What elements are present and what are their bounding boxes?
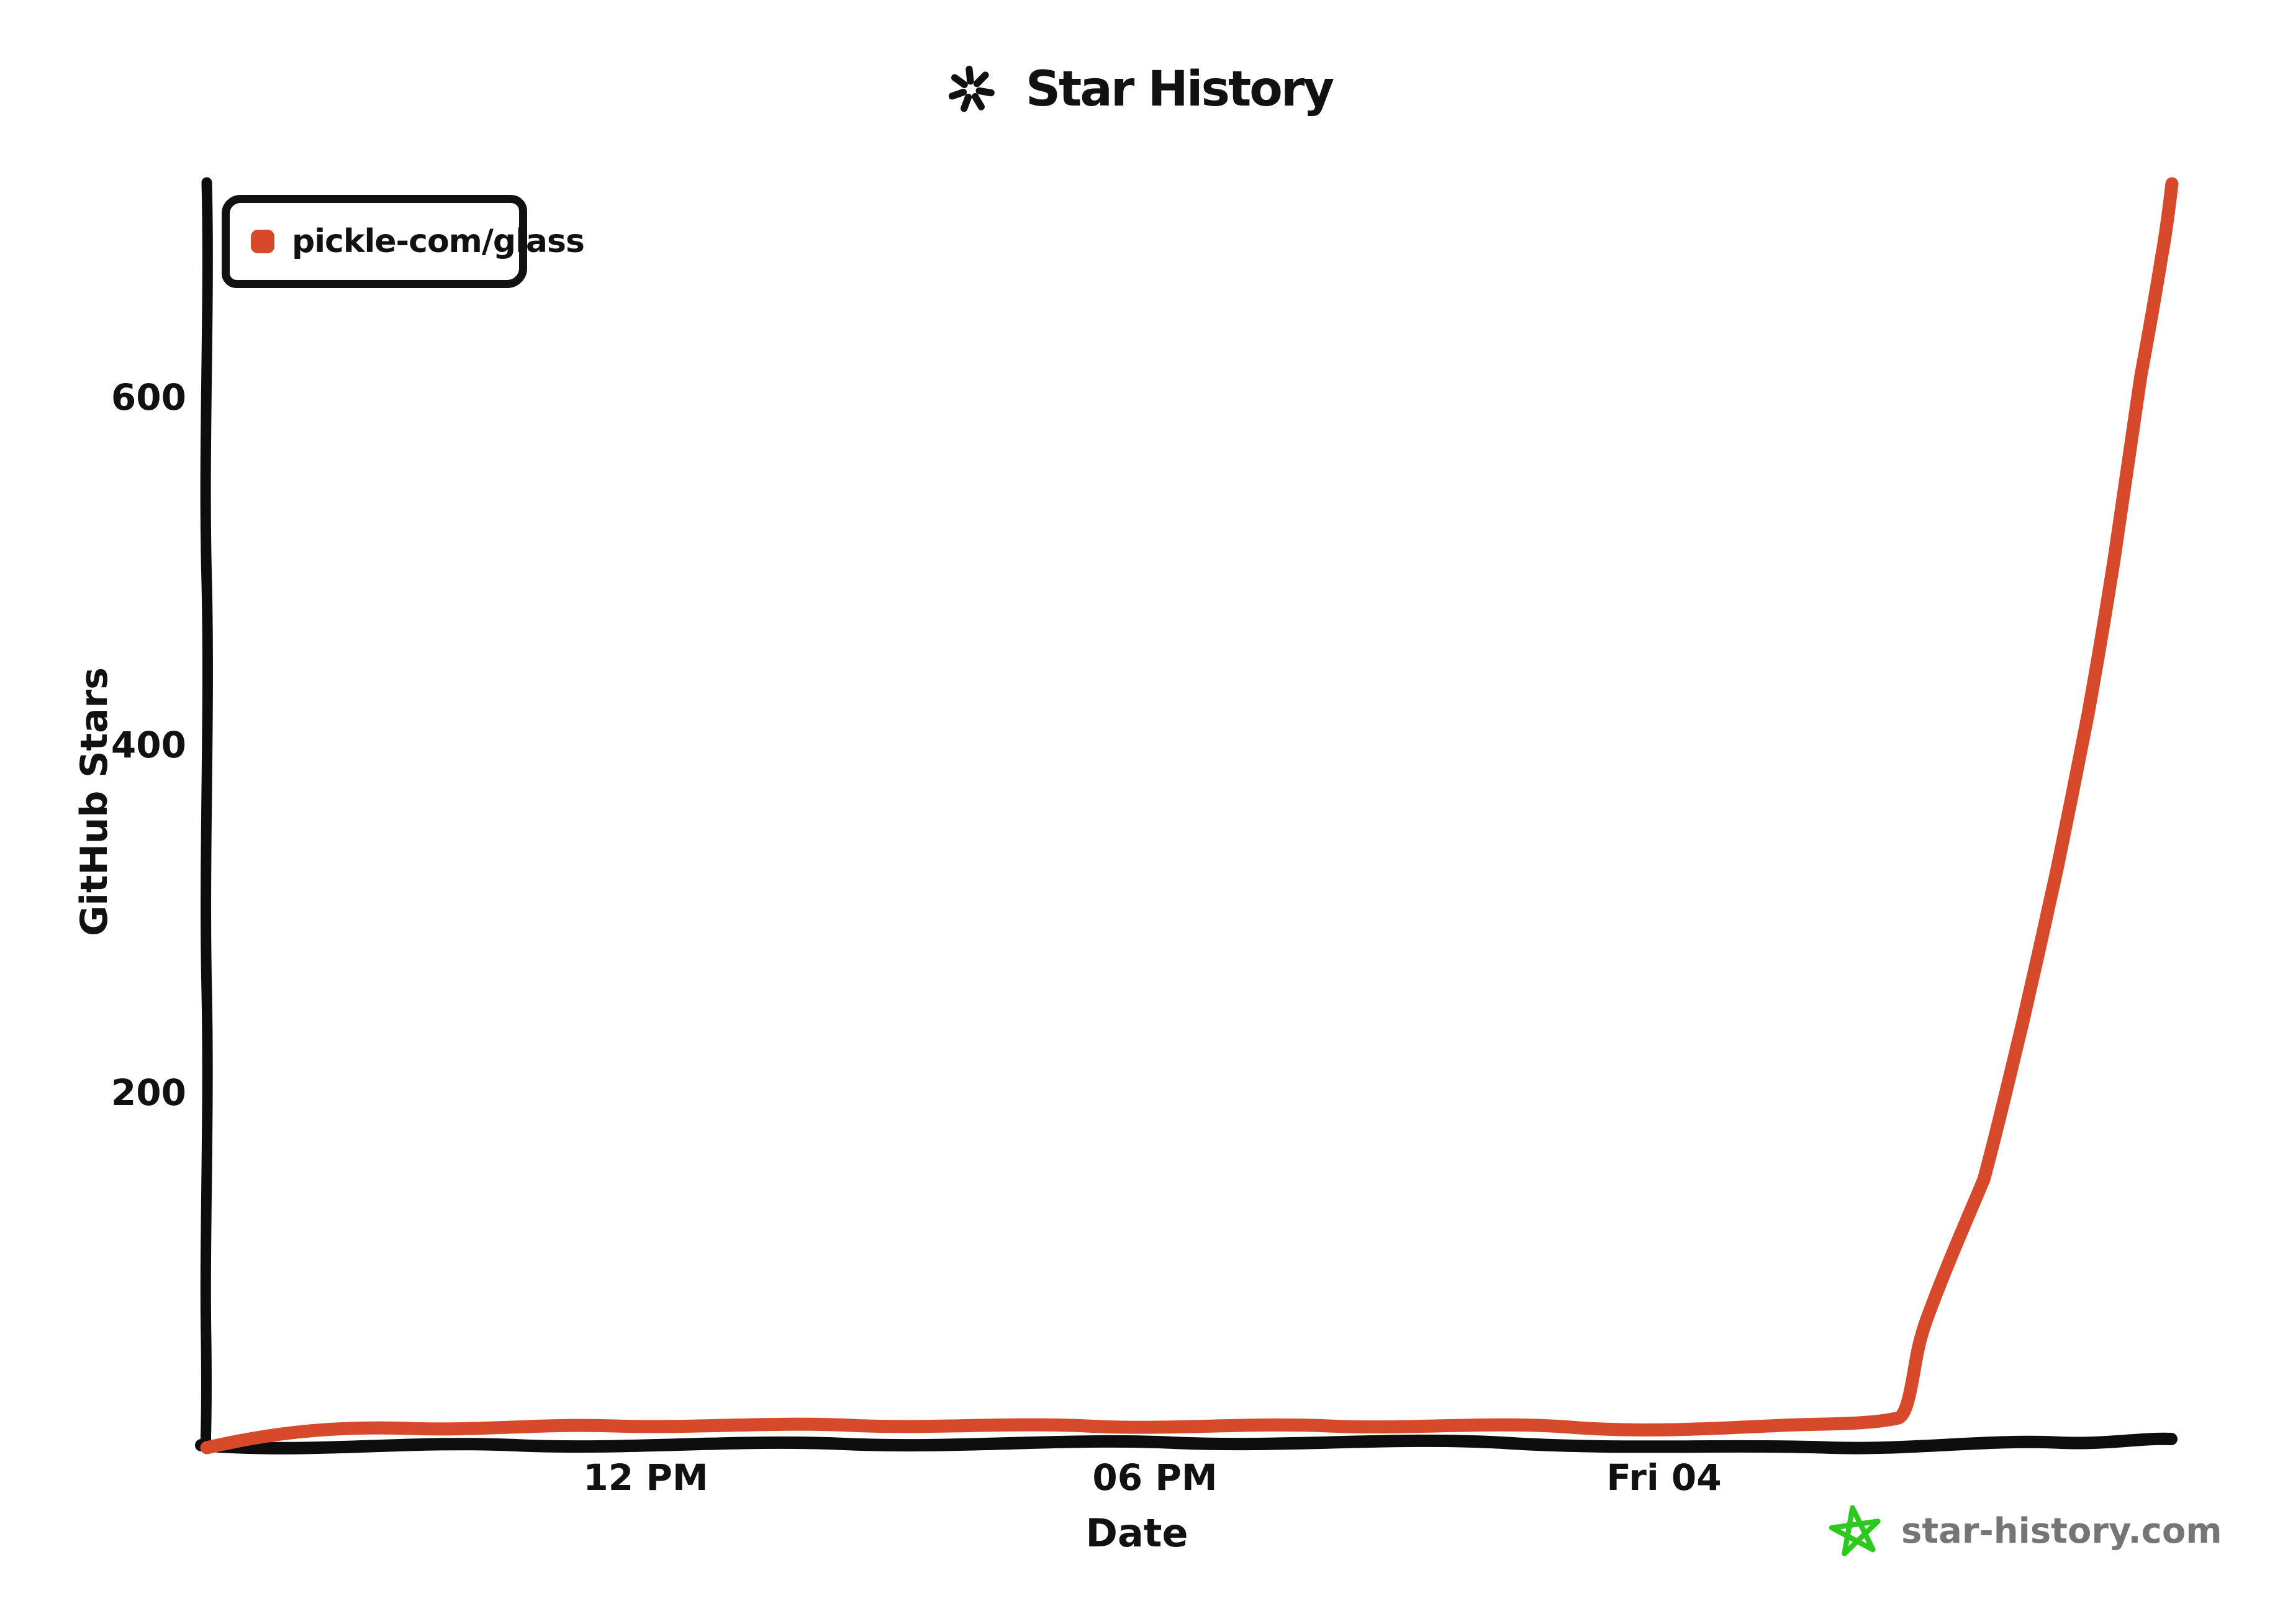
x-axis-line [195,1432,2178,1455]
green-star-icon [1827,1501,1885,1561]
legend: pickle-com/glass [222,195,585,288]
chart-title-row: Star History [0,52,2275,127]
x-tick-06pm: 06 PM [1092,1456,1218,1499]
watermark-text: star-history.com [1901,1510,2222,1551]
series-line-pickle-com-glass [200,177,2179,1455]
legend-series-label: pickle-com/glass [292,223,585,260]
x-tick-12pm: 12 PM [583,1456,708,1499]
y-tick-200: 200 [111,1071,186,1114]
legend-series-marker [251,230,274,253]
watermark: star-history.com [1827,1499,2222,1563]
y-axis-line [200,177,213,1452]
x-tick-fri04: Fri 04 [1606,1456,1722,1499]
y-tick-600: 600 [111,376,186,418]
page-title: Star History [1025,61,1334,117]
sparkle-icon [943,61,1000,118]
y-tick-400: 400 [111,724,186,766]
x-axis-label: Date [1085,1510,1188,1556]
